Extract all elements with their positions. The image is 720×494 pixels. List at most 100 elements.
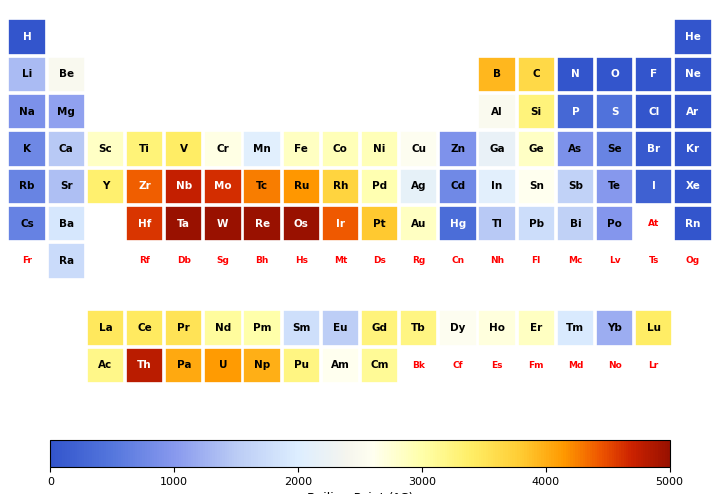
- Bar: [557, 168, 594, 204]
- Text: Ac: Ac: [99, 360, 112, 370]
- Text: Cf: Cf: [453, 361, 463, 370]
- Text: Db: Db: [177, 256, 191, 265]
- Bar: [675, 94, 711, 129]
- Bar: [518, 57, 555, 92]
- Text: Te: Te: [608, 181, 621, 191]
- Text: Ar: Ar: [686, 107, 699, 117]
- Bar: [126, 348, 163, 383]
- Text: Hs: Hs: [294, 256, 307, 265]
- Text: Sn: Sn: [528, 181, 544, 191]
- Text: Gd: Gd: [372, 323, 387, 333]
- Bar: [126, 131, 163, 167]
- Text: Ce: Ce: [138, 323, 152, 333]
- Text: Ru: Ru: [294, 181, 309, 191]
- Bar: [635, 131, 672, 167]
- Bar: [243, 131, 281, 167]
- Bar: [479, 206, 516, 241]
- Bar: [204, 168, 241, 204]
- Bar: [518, 94, 555, 129]
- Bar: [675, 168, 711, 204]
- Text: Ca: Ca: [59, 144, 73, 154]
- Bar: [557, 206, 594, 241]
- Text: Np: Np: [254, 360, 270, 370]
- Bar: [165, 131, 202, 167]
- Text: Rn: Rn: [685, 219, 701, 229]
- Text: Nd: Nd: [215, 323, 231, 333]
- Text: At: At: [648, 219, 660, 228]
- Bar: [557, 94, 594, 129]
- Text: Dy: Dy: [450, 323, 466, 333]
- Bar: [283, 168, 320, 204]
- Bar: [243, 206, 281, 241]
- Text: Al: Al: [491, 107, 503, 117]
- Bar: [322, 131, 359, 167]
- Bar: [361, 168, 398, 204]
- Text: Fl: Fl: [531, 256, 541, 265]
- Bar: [243, 168, 281, 204]
- Bar: [48, 94, 85, 129]
- Text: U: U: [219, 360, 228, 370]
- Bar: [518, 206, 555, 241]
- Text: Be: Be: [59, 70, 74, 80]
- Bar: [322, 168, 359, 204]
- Bar: [439, 168, 477, 204]
- Text: Mc: Mc: [568, 256, 582, 265]
- Text: Ni: Ni: [374, 144, 386, 154]
- Bar: [48, 206, 85, 241]
- Text: Er: Er: [530, 323, 542, 333]
- Bar: [596, 94, 633, 129]
- Text: Cn: Cn: [451, 256, 464, 265]
- Text: Ag: Ag: [411, 181, 426, 191]
- Bar: [87, 348, 124, 383]
- Bar: [9, 131, 45, 167]
- Bar: [87, 131, 124, 167]
- Text: Ba: Ba: [59, 219, 74, 229]
- Bar: [635, 94, 672, 129]
- Bar: [361, 131, 398, 167]
- Text: Bh: Bh: [256, 256, 269, 265]
- Text: In: In: [492, 181, 503, 191]
- Text: Ta: Ta: [177, 219, 190, 229]
- Text: I: I: [652, 181, 656, 191]
- Text: Bk: Bk: [413, 361, 426, 370]
- Text: Ds: Ds: [373, 256, 386, 265]
- Bar: [9, 94, 45, 129]
- Text: H: H: [23, 32, 32, 42]
- Text: Zr: Zr: [138, 181, 151, 191]
- Text: Cl: Cl: [648, 107, 660, 117]
- Text: Nh: Nh: [490, 256, 504, 265]
- Text: Lv: Lv: [608, 256, 621, 265]
- Bar: [675, 206, 711, 241]
- Bar: [479, 57, 516, 92]
- X-axis label: Boiling Point (°C): Boiling Point (°C): [307, 492, 413, 494]
- Bar: [48, 57, 85, 92]
- Text: Cs: Cs: [20, 219, 34, 229]
- Text: Pa: Pa: [176, 360, 191, 370]
- Text: Hg: Hg: [450, 219, 466, 229]
- Text: Sc: Sc: [99, 144, 112, 154]
- Text: Tm: Tm: [567, 323, 585, 333]
- Bar: [361, 348, 398, 383]
- Text: Tl: Tl: [492, 219, 503, 229]
- Bar: [165, 168, 202, 204]
- Bar: [165, 348, 202, 383]
- Bar: [48, 131, 85, 167]
- Text: Nb: Nb: [176, 181, 192, 191]
- Text: Cd: Cd: [450, 181, 465, 191]
- Text: S: S: [611, 107, 618, 117]
- Text: Sr: Sr: [60, 181, 73, 191]
- Text: Rb: Rb: [19, 181, 35, 191]
- Bar: [557, 57, 594, 92]
- Bar: [439, 131, 477, 167]
- Text: Se: Se: [607, 144, 622, 154]
- Text: Xe: Xe: [685, 181, 701, 191]
- Text: Am: Am: [331, 360, 350, 370]
- Bar: [322, 348, 359, 383]
- Text: K: K: [23, 144, 31, 154]
- Bar: [87, 310, 124, 346]
- Text: Re: Re: [255, 219, 270, 229]
- Bar: [596, 57, 633, 92]
- Text: Sm: Sm: [292, 323, 310, 333]
- Text: Si: Si: [531, 107, 542, 117]
- Text: B: B: [493, 70, 501, 80]
